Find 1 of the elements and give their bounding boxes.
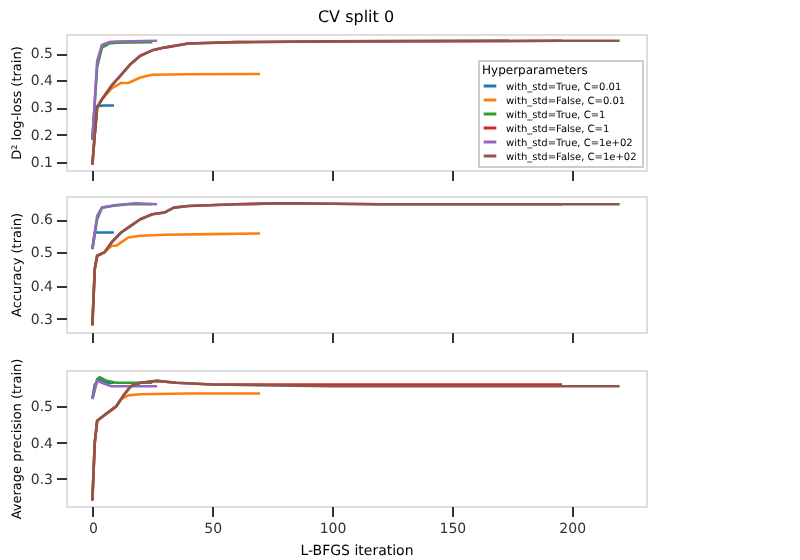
- chart-title: CV split 0: [317, 8, 395, 26]
